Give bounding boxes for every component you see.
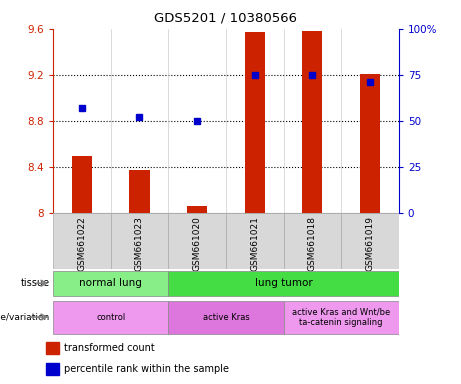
Bar [53,213,111,269]
Bar [130,170,149,213]
Text: active Kras: active Kras [202,313,249,321]
Text: GSM661022: GSM661022 [77,216,86,271]
Text: percentile rank within the sample: percentile rank within the sample [64,364,229,374]
Bar [284,301,399,334]
Text: GSM661020: GSM661020 [193,216,201,271]
Bar [341,213,399,269]
Bar [360,74,380,213]
Bar [302,31,322,213]
Text: GSM661021: GSM661021 [250,216,259,271]
Bar [53,301,168,334]
Bar [226,213,284,269]
Bar [168,271,399,296]
Bar [168,213,226,269]
Text: GSM661023: GSM661023 [135,216,144,271]
Text: transformed count: transformed count [64,343,154,353]
Text: GSM661019: GSM661019 [366,216,374,271]
Bar [72,156,92,213]
Bar [245,32,265,213]
Text: lung tumor: lung tumor [254,278,313,288]
Text: active Kras and Wnt/be
ta-catenin signaling: active Kras and Wnt/be ta-catenin signal… [292,307,390,327]
Text: control: control [96,313,125,321]
Bar [53,271,168,296]
Bar [111,213,168,269]
Bar [187,206,207,213]
Bar [168,301,284,334]
Text: tissue: tissue [20,278,50,288]
Bar [284,213,341,269]
Text: genotype/variation: genotype/variation [0,313,50,321]
Text: GSM661018: GSM661018 [308,216,317,271]
Text: normal lung: normal lung [79,278,142,288]
Title: GDS5201 / 10380566: GDS5201 / 10380566 [154,12,297,25]
